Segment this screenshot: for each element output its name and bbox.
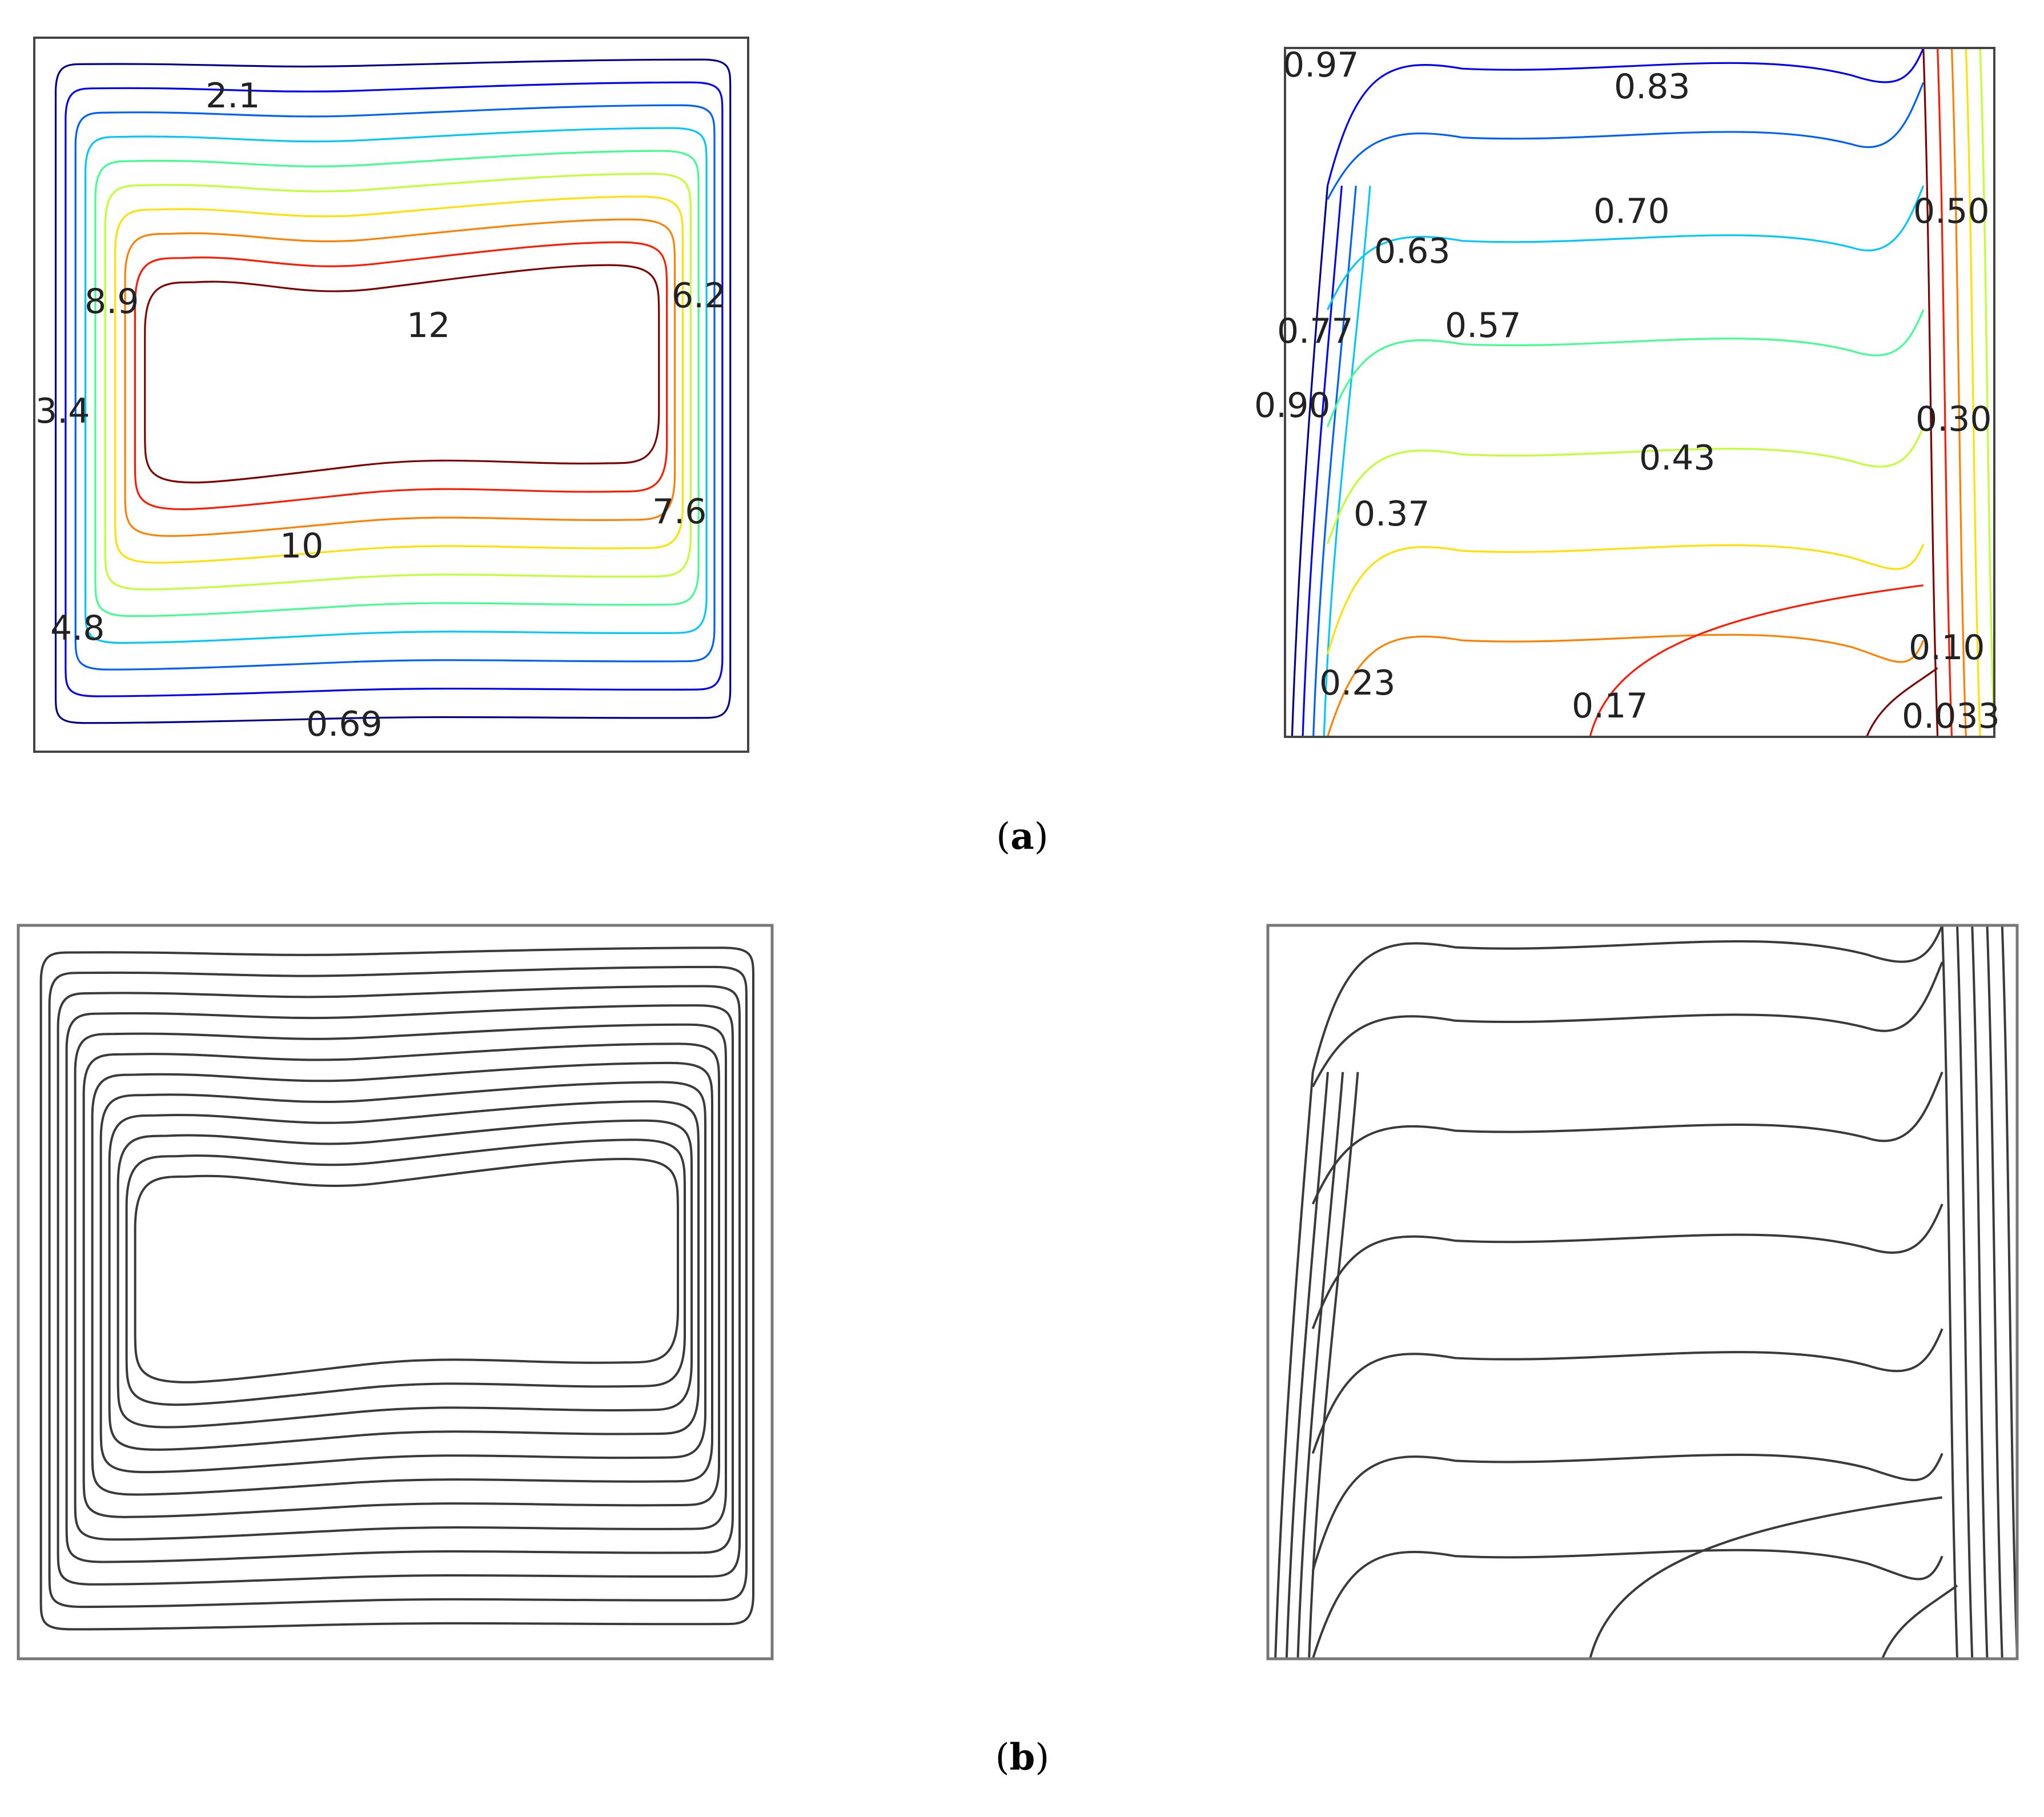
contour-line [144, 264, 660, 484]
contour-label: 0.97 [1283, 45, 1359, 85]
contour-line [1311, 1549, 1943, 1659]
contour-label: 12 [407, 306, 450, 346]
contour-line [1291, 186, 1329, 737]
contour-line [124, 218, 676, 537]
contour-line [1327, 309, 1925, 427]
contour-line [1979, 47, 1995, 737]
contour-label: 0.83 [1614, 67, 1690, 107]
isotherm-contours [1291, 47, 1995, 737]
contour-line [1950, 47, 1967, 737]
contour-line [1965, 47, 1981, 737]
contour-line [1274, 1072, 1314, 1659]
contour-line [134, 1157, 679, 1383]
contour-line [84, 127, 708, 644]
caption-a: (a) [996, 815, 1048, 858]
contour-line [114, 195, 684, 564]
contour-line [104, 173, 692, 591]
contour-line [1941, 925, 1959, 1659]
contour-line [48, 965, 748, 1609]
contour-label: 8.9 [85, 282, 139, 322]
contour-line [54, 58, 732, 724]
contour-line [99, 1081, 706, 1474]
streamline-contours [54, 58, 732, 724]
contour-line [108, 1100, 700, 1451]
contour-label: 0.033 [1902, 696, 2000, 736]
contour-line [1327, 82, 1925, 200]
panel-frame [1284, 47, 1995, 738]
contour-line [117, 1119, 693, 1429]
contour-label: 0.50 [1913, 191, 1990, 231]
contour-line [1311, 1072, 1943, 1205]
contour-line [1326, 633, 1925, 737]
contour-line [1308, 1072, 1359, 1659]
streamline-contours [39, 946, 754, 1631]
contour-label: 0.37 [1354, 494, 1430, 534]
contour-line [1285, 1072, 1329, 1659]
contour-line [1312, 186, 1357, 737]
contour-line [1302, 186, 1343, 737]
contour-line [74, 104, 716, 671]
contour-line [1311, 1453, 1943, 1571]
contour-label: 3.4 [35, 391, 90, 431]
panel-b-left [17, 924, 774, 1660]
contour-line [82, 1042, 720, 1518]
contour-line [1937, 47, 1953, 737]
contour-label: 0.23 [1319, 663, 1396, 703]
contour-label: 0.70 [1593, 191, 1670, 231]
contour-line [39, 946, 754, 1631]
contour-label: 0.43 [1639, 438, 1716, 478]
contour-line [57, 985, 741, 1586]
contour-line [1956, 925, 1974, 1659]
contour-line [125, 1138, 686, 1406]
contour-line [1296, 1072, 1344, 1659]
contour-line [1327, 426, 1925, 544]
contour-line [1327, 185, 1925, 310]
contour-label: 0.69 [306, 704, 383, 744]
contour-line [1922, 47, 1939, 737]
contour-line [1326, 543, 1925, 655]
contour-line [1986, 925, 2003, 1659]
caption-b: (b) [995, 1736, 1050, 1779]
panel-frame [33, 37, 749, 753]
contour-label: 0.17 [1572, 686, 1648, 726]
panel-b-right [1266, 924, 2019, 1660]
contour-line [1971, 925, 1989, 1659]
contour-line [1311, 1328, 1943, 1454]
panel-frame [1266, 924, 2019, 1660]
panel-a-right: 0.97 0.83 0.70 0.50 0.63 0.77 0.57 0.90 … [1254, 45, 2000, 738]
contour-line [1326, 47, 1925, 186]
contour-line [91, 1061, 713, 1496]
contour-line [1589, 1496, 1943, 1659]
contour-line [134, 241, 668, 511]
contour-label: 0.90 [1254, 386, 1331, 426]
contour-line [65, 1004, 734, 1563]
contour-label: 6.2 [672, 276, 726, 316]
contour-line [1865, 667, 1938, 737]
contour-line [65, 81, 724, 697]
contour-label: 0.57 [1445, 306, 1521, 346]
contour-label: 0.63 [1374, 231, 1451, 271]
panel-a-left: 2.1 8.9 12 6.2 3.4 7.6 10 4.8 0.69 [33, 37, 749, 753]
contour-line [1311, 961, 1943, 1088]
contour-line [1589, 584, 1924, 737]
contour-line [1311, 925, 1943, 1073]
contour-label: 0.10 [1909, 628, 1985, 668]
contour-line [1311, 1204, 1943, 1329]
contour-line [1323, 186, 1371, 737]
contour-label: 2.1 [206, 76, 260, 116]
contour-line [2001, 925, 2018, 1659]
contour-label: 4.8 [50, 608, 105, 648]
contour-label: 0.30 [1916, 399, 1992, 439]
contour-label: 10 [280, 526, 323, 566]
contour-line [94, 150, 700, 617]
contour-line [74, 1023, 727, 1541]
isotherm-contours [1274, 925, 2018, 1659]
panel-frame [17, 924, 774, 1660]
contour-line [1881, 1584, 1958, 1659]
contour-label: 7.6 [652, 492, 706, 532]
contour-label: 0.77 [1277, 311, 1354, 351]
